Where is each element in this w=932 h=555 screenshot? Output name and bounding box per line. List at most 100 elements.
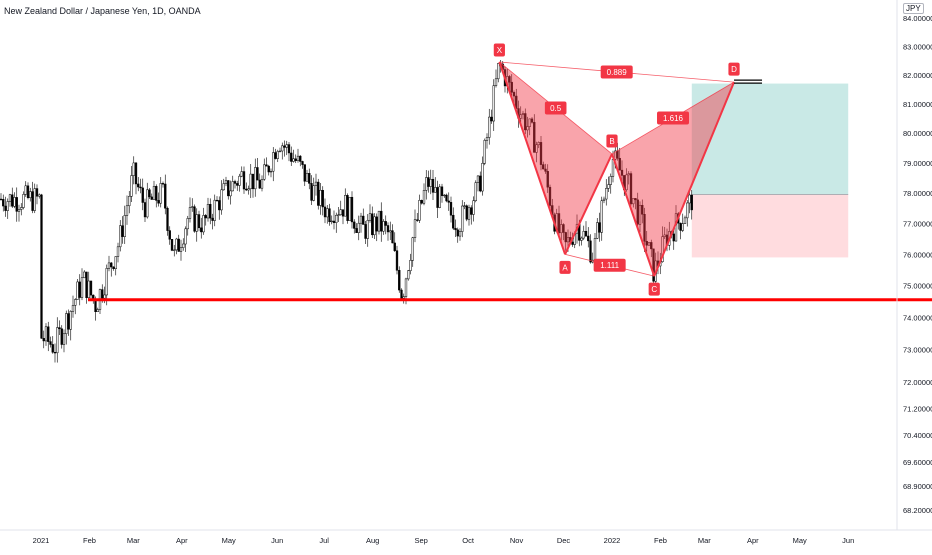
candle-body — [434, 187, 437, 193]
candle-body — [256, 167, 259, 181]
candle-body — [456, 229, 459, 237]
leg-xa — [498, 61, 567, 255]
stop-zone — [691, 194, 849, 258]
candle-body — [427, 177, 430, 187]
candle-body — [391, 230, 394, 244]
candle-body — [386, 225, 390, 233]
candle-body — [526, 126, 529, 131]
y-tick-label: 78.00000 — [903, 189, 932, 198]
x-tick-label: Feb — [83, 536, 96, 545]
candle-body — [202, 215, 205, 233]
candle-body — [481, 162, 484, 192]
candle-body — [353, 221, 356, 229]
candle-body — [285, 144, 288, 148]
candle-body — [170, 239, 174, 251]
candle-body — [584, 230, 588, 237]
candle-body — [287, 144, 291, 154]
candle-body — [103, 294, 106, 299]
candle-body — [312, 185, 315, 201]
candle-body — [409, 260, 412, 271]
candle-body — [589, 240, 592, 263]
candle-body — [416, 219, 419, 221]
candle-body — [661, 236, 664, 262]
candle-body — [384, 221, 387, 226]
candle-body — [447, 200, 450, 203]
candle-body — [211, 217, 214, 221]
currency-badge[interactable]: JPY — [903, 3, 924, 14]
candle-body — [650, 242, 653, 250]
candle-body — [625, 174, 628, 191]
ratio-label-bd-bg — [657, 111, 690, 125]
candle-body — [463, 205, 466, 207]
candle-body — [254, 167, 257, 190]
candle-body — [272, 152, 275, 172]
candle-body — [33, 188, 36, 211]
candle-body — [157, 200, 160, 204]
candle-body — [339, 209, 342, 215]
candle-body — [344, 195, 347, 217]
candle-body — [119, 225, 122, 248]
candle-body — [40, 194, 43, 339]
candle-body — [431, 178, 435, 193]
candle-body — [393, 242, 396, 251]
candle-body — [528, 118, 531, 127]
point-label-x: X — [497, 46, 503, 55]
candle-body — [56, 327, 59, 354]
candle-body — [26, 185, 30, 199]
ratio-label-xb: 0.5 — [550, 104, 562, 113]
candle-body — [566, 237, 570, 243]
candle-body — [303, 164, 306, 182]
candle-body — [251, 173, 255, 190]
candle-body — [510, 81, 513, 93]
candle-body — [375, 216, 378, 232]
candle-body — [335, 214, 338, 223]
candle-body — [542, 164, 545, 170]
point-label-a-bg — [559, 260, 571, 274]
candle-body — [341, 209, 345, 217]
ratio-label-bd: 1.616 — [663, 114, 684, 123]
candle-body — [690, 194, 693, 211]
candle-body — [49, 341, 52, 345]
x-tick-label: May — [793, 536, 807, 545]
candle-body — [634, 198, 637, 201]
candle-body — [128, 196, 131, 207]
candle-body — [420, 200, 423, 204]
candle-body — [51, 344, 54, 353]
candle-body — [148, 189, 151, 198]
point-label-a: A — [562, 263, 568, 272]
candle-body — [67, 313, 70, 330]
candle-body — [476, 175, 480, 183]
ratio-label-xd-bg — [600, 65, 633, 79]
candle-body — [229, 190, 232, 197]
x-tick-label: 2021 — [33, 536, 50, 545]
candle-body — [44, 326, 48, 342]
candle-body — [467, 207, 471, 220]
y-axis: 84.00000 83.00000 82.00000 81.00000 80.00000… — [896, 0, 932, 530]
candle-body — [80, 277, 84, 298]
candle-body — [314, 181, 318, 186]
x-tick-label: 2022 — [604, 536, 621, 545]
y-tick-label: 76.00000 — [903, 250, 932, 259]
candle-body — [458, 231, 462, 237]
leg-bc — [611, 153, 656, 277]
candle-body — [283, 145, 286, 148]
candle-body — [598, 222, 601, 233]
candle-body — [519, 114, 522, 119]
candle-body — [60, 328, 63, 345]
x-tick-label: Dec — [557, 536, 571, 545]
candle-body — [317, 181, 320, 206]
y-tick-label: 77.00000 — [903, 219, 932, 228]
candle-body — [618, 157, 621, 171]
candle-body — [89, 280, 93, 296]
candle-body — [564, 232, 567, 243]
target-zone — [691, 83, 849, 195]
candle-body — [132, 162, 135, 176]
harmonic-pattern — [498, 61, 763, 277]
candle-body — [305, 173, 309, 182]
candle-body — [58, 327, 61, 330]
candle-body — [449, 202, 453, 216]
candle-body — [546, 171, 549, 188]
candle-body — [362, 215, 365, 225]
candle-body — [290, 152, 293, 162]
y-tick-label: 83.00000 — [903, 42, 932, 51]
